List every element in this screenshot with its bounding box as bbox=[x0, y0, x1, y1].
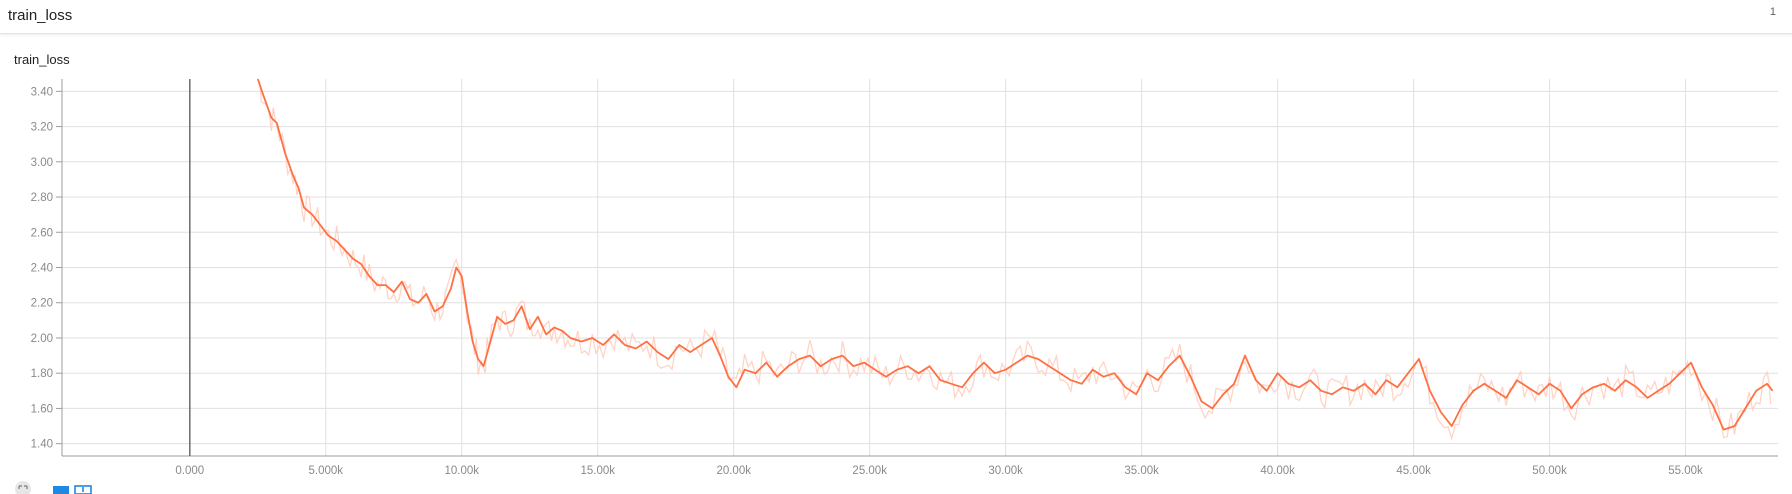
y-tick-label: 3.40 bbox=[31, 86, 53, 98]
x-tick-label: 25.00k bbox=[852, 465, 887, 477]
download-data-icon[interactable] bbox=[74, 480, 92, 494]
y-tick-label: 3.20 bbox=[31, 122, 53, 134]
x-tick-label: 10.00k bbox=[444, 465, 479, 477]
y-tick-label: 2.80 bbox=[31, 192, 53, 204]
x-tick-label: 0.000 bbox=[175, 465, 204, 477]
x-tick-label: 15.00k bbox=[580, 465, 615, 477]
card-header[interactable]: train_loss 1 bbox=[0, 0, 1792, 34]
series-layer bbox=[256, 78, 1774, 441]
series-line-raw bbox=[257, 78, 1772, 441]
y-tick-label: 2.60 bbox=[31, 227, 53, 239]
y-tick-label: 2.20 bbox=[31, 298, 53, 310]
x-tick-label: 5.000k bbox=[309, 465, 344, 477]
x-tick-label: 50.00k bbox=[1532, 465, 1567, 477]
axis-layer bbox=[56, 79, 1778, 457]
tick-label-layer: 1.40 1.60 1.80 2.00 2.20 2.40 2.60 2.80 3.00 3.20… bbox=[31, 86, 1703, 477]
card-title: train_loss bbox=[8, 7, 73, 24]
chart-title: train_loss bbox=[14, 52, 70, 67]
toggle-log-scale-icon[interactable] bbox=[52, 480, 70, 494]
x-tick-label: 30.00k bbox=[988, 465, 1023, 477]
fit-domain-icon[interactable] bbox=[14, 480, 32, 494]
y-tick-label: 1.60 bbox=[31, 403, 53, 415]
card-run-count: 1 bbox=[1769, 6, 1776, 18]
y-tick-label: 2.40 bbox=[31, 263, 53, 275]
y-tick-label: 2.00 bbox=[31, 333, 53, 345]
x-tick-label: 40.00k bbox=[1260, 465, 1295, 477]
y-tick-label: 3.00 bbox=[31, 157, 53, 169]
y-tick-label: 1.40 bbox=[31, 439, 53, 451]
x-tick-label: 35.00k bbox=[1124, 465, 1159, 477]
grid-layer bbox=[62, 79, 1778, 456]
x-tick-label: 55.00k bbox=[1668, 465, 1703, 477]
x-tick-label: 45.00k bbox=[1396, 465, 1431, 477]
x-tick-label: 20.00k bbox=[716, 465, 751, 477]
y-tick-label: 1.80 bbox=[31, 368, 53, 380]
series-line-smoothed bbox=[256, 78, 1774, 431]
